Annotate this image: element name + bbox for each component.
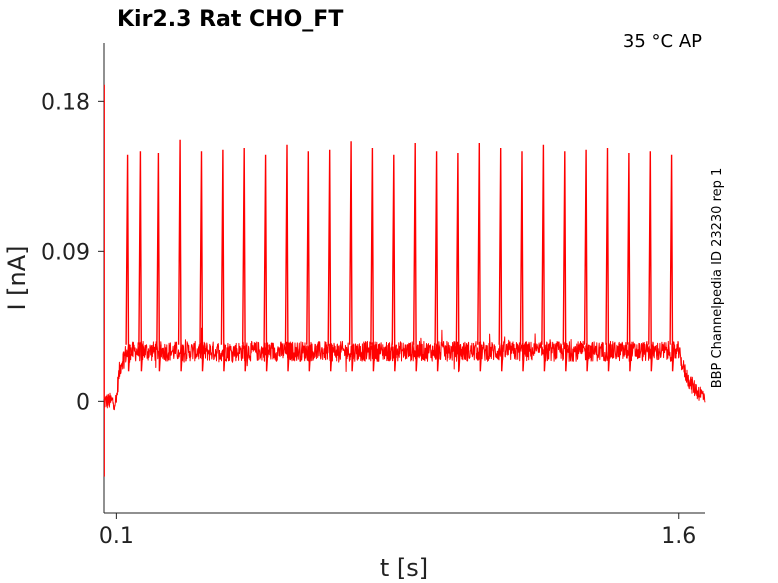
spike-mark (583, 149, 590, 372)
x-axis-label: t [s] (380, 554, 428, 582)
spike-mark (519, 151, 526, 372)
spike-mark (434, 151, 440, 372)
spike-mark (669, 154, 675, 372)
spike-mark (284, 144, 291, 372)
spike-mark (156, 152, 162, 372)
spike-mark (498, 147, 504, 372)
y-tick-label: 0 (76, 390, 90, 415)
spike-mark (477, 142, 483, 372)
source-label: BBP Channelpedia ID 23230 rep 1 (710, 168, 725, 389)
y-axis-label: I [nA] (3, 245, 31, 310)
spike-mark (199, 151, 205, 372)
x-tick-label: 1.6 (661, 524, 696, 549)
spike-mark (562, 151, 568, 372)
series-trace (103, 84, 706, 477)
condition-label: 35 °C AP (623, 31, 702, 52)
spike-mark (242, 147, 248, 372)
y-axis-ticks: 0.18 0.09 0 (41, 90, 104, 415)
spike-mark (177, 139, 184, 372)
spike-mark (263, 154, 269, 372)
x-tick-label: 0.1 (99, 524, 134, 549)
spike-mark (306, 151, 312, 372)
spike-mark (391, 154, 397, 372)
spike-mark (220, 149, 227, 372)
spike-mark (455, 152, 462, 372)
spike-mark (413, 142, 419, 372)
spike-mark (327, 149, 333, 372)
y-tick-label: 0.09 (41, 240, 90, 265)
spike-mark (648, 151, 654, 372)
y-tick-label: 0.18 (41, 90, 90, 115)
series-layer (103, 84, 706, 477)
spike-mark (370, 147, 376, 372)
x-axis-ticks: 0.1 1.6 (99, 513, 696, 549)
spike-mark (125, 154, 131, 372)
spike-mark (541, 144, 547, 372)
spike-mark (626, 152, 633, 372)
spike-mark (138, 151, 144, 372)
spike-mark (605, 147, 611, 372)
spike-mark (348, 141, 355, 372)
chart-title: Kir2.3 Rat CHO_FT (117, 7, 343, 32)
